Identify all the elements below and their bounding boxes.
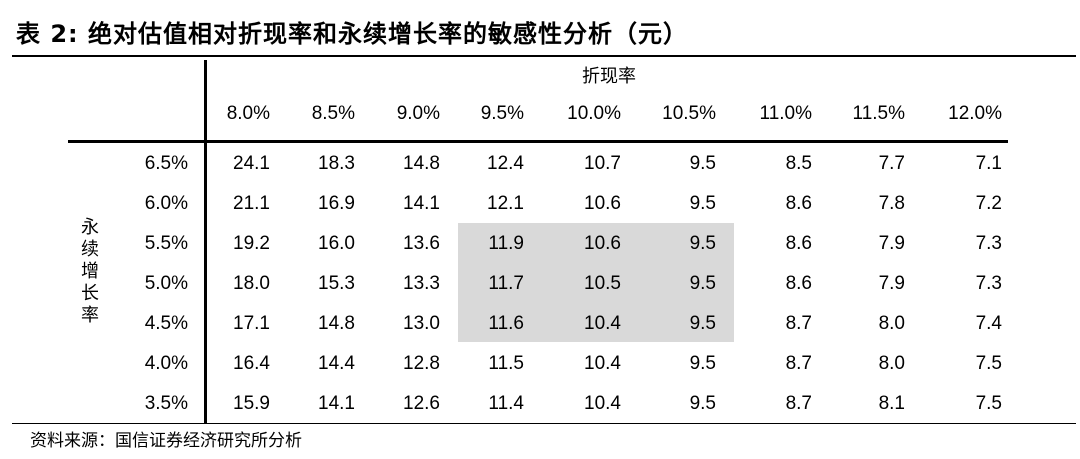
table-cell: 8.6	[785, 273, 812, 294]
header-divider	[68, 140, 1008, 143]
table-cell: 7.9	[878, 233, 905, 254]
table-cell: 10.7	[584, 153, 621, 174]
table-cell: 10.5	[584, 273, 621, 294]
table-cell: 8.5	[785, 153, 812, 174]
table-cell: 24.1	[233, 153, 270, 174]
row-group-char: 续	[81, 239, 99, 260]
row-group-char: 长	[81, 283, 99, 304]
row-group-char: 增	[81, 261, 99, 282]
table-cell: 7.4	[975, 313, 1002, 334]
column-header: 9.5%	[480, 103, 524, 124]
table-cell: 15.9	[233, 393, 270, 414]
table-cell: 7.5	[975, 353, 1002, 374]
table-cell: 11.7	[488, 273, 524, 294]
table-cell: 7.7	[878, 153, 905, 174]
table-cell: 8.1	[878, 393, 905, 414]
table-cell: 16.4	[233, 353, 270, 374]
column-header: 8.0%	[226, 103, 270, 124]
table-cell: 13.6	[403, 233, 440, 254]
table-cell: 8.7	[785, 393, 812, 414]
table-cell: 8.6	[785, 193, 812, 214]
table-cell: 8.7	[785, 313, 812, 334]
table-cell: 15.3	[318, 273, 355, 294]
column-header: 11.5%	[852, 103, 905, 124]
table-cell: 8.0	[878, 313, 905, 334]
table-cell: 18.0	[233, 273, 270, 294]
table-cell: 10.6	[584, 193, 621, 214]
highlight-block	[458, 223, 734, 342]
table-cell: 8.6	[785, 233, 812, 254]
table-cell: 8.7	[785, 353, 812, 374]
table-cell: 12.8	[403, 353, 440, 374]
table-title: 表 2: 绝对估值相对折现率和永续增长率的敏感性分析（元）	[16, 20, 689, 48]
row-group-char: 永	[81, 217, 99, 238]
table-cell: 9.5	[689, 273, 716, 294]
table-cell: 10.4	[584, 393, 621, 414]
table-cell: 10.4	[584, 313, 621, 334]
table-cell: 7.9	[878, 273, 905, 294]
table-cell: 10.4	[584, 353, 621, 374]
table-cell: 18.3	[318, 153, 355, 174]
table-cell: 8.0	[878, 353, 905, 374]
row-group-label: 永 续 增 长 率	[78, 217, 102, 327]
table-cell: 7.2	[975, 193, 1002, 214]
table-cell: 17.1	[233, 313, 270, 334]
row-label: 3.5%	[144, 393, 188, 414]
table-cell: 7.3	[975, 233, 1002, 254]
column-header: 11.0%	[759, 103, 812, 124]
column-header: 10.5%	[662, 103, 716, 124]
vertical-divider	[204, 60, 207, 424]
table-cell: 11.4	[488, 393, 524, 414]
column-header: 10.0%	[567, 103, 621, 124]
title-rule	[12, 55, 1076, 57]
table-cell: 13.0	[403, 313, 440, 334]
table-cell: 12.1	[487, 193, 524, 214]
table-cell: 7.1	[975, 153, 1002, 174]
table-cell: 12.6	[403, 393, 440, 414]
table-cell: 19.2	[233, 233, 270, 254]
row-label: 4.5%	[144, 313, 188, 334]
row-label: 6.5%	[144, 153, 188, 174]
table-cell: 14.8	[403, 153, 440, 174]
table-cell: 9.5	[689, 153, 716, 174]
row-label: 4.0%	[144, 353, 188, 374]
source-note: 资料来源：国信证券经济研究所分析	[30, 431, 302, 451]
table-cell: 9.5	[689, 353, 716, 374]
table-cell: 9.5	[689, 233, 716, 254]
table-cell: 13.3	[403, 273, 440, 294]
table-cell: 11.9	[488, 233, 524, 254]
column-group-label: 折现率	[582, 66, 636, 87]
column-header: 9.0%	[396, 103, 440, 124]
table-cell: 7.8	[878, 193, 905, 214]
table-cell: 11.5	[488, 353, 524, 374]
row-group-char: 率	[81, 305, 99, 326]
table-cell: 9.5	[689, 393, 716, 414]
table-cell: 12.4	[487, 153, 524, 174]
table-cell: 11.6	[488, 313, 524, 334]
table-cell: 7.3	[975, 273, 1002, 294]
row-label: 5.0%	[144, 273, 188, 294]
table-cell: 10.6	[584, 233, 621, 254]
table-cell: 21.1	[233, 193, 270, 214]
table-cell: 7.5	[975, 393, 1002, 414]
table-cell: 14.8	[318, 313, 355, 334]
table-cell: 16.9	[318, 193, 355, 214]
table-cell: 9.5	[689, 313, 716, 334]
table-cell: 16.0	[318, 233, 355, 254]
column-header: 8.5%	[311, 103, 355, 124]
row-label: 5.5%	[144, 233, 188, 254]
table-cell: 14.1	[318, 393, 355, 414]
row-label: 6.0%	[144, 193, 188, 214]
bottom-rule	[12, 423, 1076, 424]
column-header: 12.0%	[948, 103, 1002, 124]
table-cell: 9.5	[689, 193, 716, 214]
table-cell: 14.1	[403, 193, 440, 214]
table-cell: 14.4	[318, 353, 355, 374]
